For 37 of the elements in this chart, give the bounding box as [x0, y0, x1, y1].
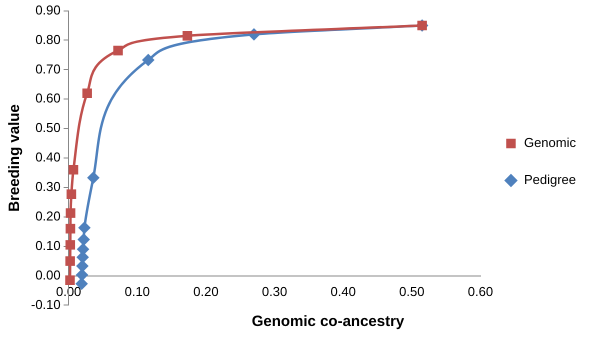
- legend-label: Pedigree: [524, 172, 576, 188]
- point: [65, 240, 76, 250]
- legend-label: Genomic: [524, 135, 576, 150]
- point: [142, 54, 154, 66]
- point: [82, 88, 92, 98]
- y-tick-label: 0.70: [35, 61, 61, 76]
- point: [182, 31, 192, 41]
- y-tick-label: 0.40: [35, 150, 61, 165]
- x-tick-label: 0.20: [193, 284, 219, 300]
- y-tick-label: 0.50: [35, 120, 61, 136]
- y-tick-label: 0.20: [35, 208, 61, 224]
- y-tick-label: 0.10: [35, 238, 61, 253]
- x-tick-label: 0.50: [399, 284, 424, 300]
- y-tick-label: 0.30: [35, 179, 61, 194]
- point: [68, 164, 78, 175]
- x-tick-label: 0.40: [330, 284, 356, 300]
- point: [76, 260, 88, 272]
- point: [88, 172, 100, 184]
- point: [66, 224, 76, 234]
- point: [65, 275, 75, 285]
- point: [78, 222, 90, 234]
- y-tick-label: 0.00: [35, 267, 61, 282]
- point: [78, 234, 90, 246]
- x-tick-label: 0.60: [468, 284, 494, 300]
- point: [76, 269, 88, 281]
- x-tick-label: 0.10: [124, 284, 150, 300]
- point: [65, 256, 75, 266]
- y-tick-label: -0.10: [30, 296, 61, 312]
- y-tick-label: 0.60: [35, 90, 61, 106]
- point: [66, 208, 76, 218]
- y-tick-label: 0.80: [35, 32, 61, 47]
- x-tick-label: 0.30: [262, 284, 288, 300]
- y-axis-title: Breeding value: [6, 104, 24, 212]
- point: [66, 189, 76, 199]
- y-tick-label: 0.90: [35, 2, 61, 18]
- point: [113, 46, 123, 56]
- x-axis-title: Genomic co-ancestry: [250, 313, 406, 330]
